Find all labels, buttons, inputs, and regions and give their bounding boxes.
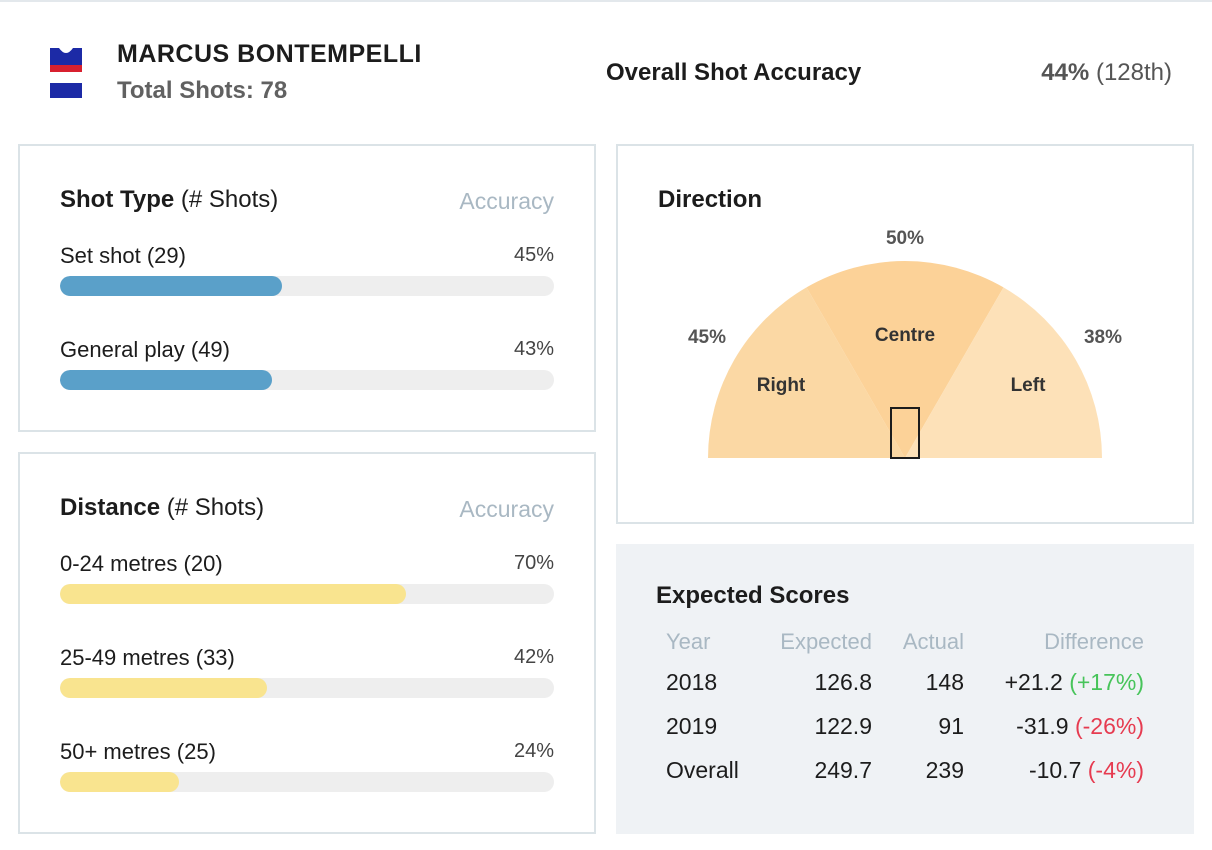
row-label: Set shot xyxy=(60,243,141,268)
cell-difference: -10.7 (-4%) xyxy=(964,748,1144,792)
shot-type-row-set-shot: Set shot (29) xyxy=(60,243,186,269)
row-label: General play xyxy=(60,337,185,362)
distance-accuracy-header: Accuracy xyxy=(459,496,554,522)
cell-year: 2019 xyxy=(666,712,718,739)
direction-segment-centre xyxy=(806,261,1004,458)
direction-segment-right xyxy=(708,287,905,458)
diff-pct-negative: (-26%) xyxy=(1074,712,1144,739)
row-count: (20) xyxy=(183,551,223,576)
goal-square-outline xyxy=(890,407,920,459)
set-shot-bar-track xyxy=(60,276,554,296)
player-name: MARCUS BONTEMPELLI xyxy=(117,40,422,68)
set-shot-bar-fill xyxy=(60,276,283,296)
row-count: (25) xyxy=(176,739,216,764)
row-label: 50+ metres xyxy=(60,739,171,764)
shot-type-title-suffix: (# Shots) xyxy=(180,186,279,213)
distance-title: Distance (# Shots) xyxy=(60,494,264,522)
header-year: Year xyxy=(666,629,711,654)
direction-segment-left xyxy=(905,287,1102,458)
cell-expected: 249.7 xyxy=(814,756,872,783)
diff-value: +21.2 xyxy=(1004,668,1063,695)
club-guernsey-icon xyxy=(50,48,82,98)
total-shots: Total Shots: 78 xyxy=(117,77,288,104)
table-row: 2019 122.9 91 -31.9 (-26%) xyxy=(666,704,1144,748)
general-play-bar-fill xyxy=(60,370,273,390)
distance-50-plus-pct: 24% xyxy=(513,740,554,762)
distance-0-24-bar-track xyxy=(60,584,554,604)
row-count: (49) xyxy=(190,337,230,362)
distance-25-49-pct: 42% xyxy=(513,646,554,668)
diff-value: -31.9 xyxy=(1016,712,1069,739)
direction-centre-pct: 50% xyxy=(886,228,924,249)
distance-0-24-pct: 70% xyxy=(513,552,554,574)
cell-actual: 91 xyxy=(938,712,964,739)
table-row: Overall 249.7 239 -10.7 (-4%) xyxy=(666,748,1144,792)
cell-expected: 122.9 xyxy=(814,712,872,739)
row-count: (33) xyxy=(195,645,235,670)
distance-panel: Distance (# Shots) Accuracy 0-24 metres … xyxy=(18,452,596,834)
direction-left-pct: 38% xyxy=(1084,327,1122,348)
distance-25-49-bar-fill xyxy=(60,678,268,698)
direction-semicircle-chart: 50% 45% 38% Centre Right Left xyxy=(688,228,1122,459)
shot-type-row-general-play: General play (49) xyxy=(60,337,230,363)
table-row: 2018 126.8 148 +21.2 (+17%) xyxy=(666,660,1144,704)
shot-type-accuracy-header: Accuracy xyxy=(459,188,554,214)
diff-value: -10.7 xyxy=(1028,756,1082,783)
distance-row-25-49: 25-49 metres (33) xyxy=(60,645,235,671)
shot-type-title: Shot Type (# Shots) xyxy=(60,186,278,214)
direction-right-label: Right xyxy=(757,375,806,396)
cell-actual: 239 xyxy=(925,756,964,783)
distance-title-main: Distance xyxy=(60,494,161,521)
expected-scores-title: Expected Scores xyxy=(656,582,850,609)
cell-difference: +21.2 (+17%) xyxy=(964,660,1144,704)
row-label: 25-49 metres xyxy=(60,645,190,670)
cell-difference: -31.9 (-26%) xyxy=(964,704,1144,748)
distance-50-plus-bar-fill xyxy=(60,772,179,792)
row-count: (29) xyxy=(146,243,186,268)
header-difference: Difference xyxy=(1044,629,1144,654)
cell-year: Overall xyxy=(666,756,739,783)
cell-year: 2018 xyxy=(666,668,718,695)
distance-title-suffix: (# Shots) xyxy=(166,494,265,521)
diff-pct-positive: (+17%) xyxy=(1069,668,1144,695)
distance-0-24-bar-fill xyxy=(60,584,406,604)
general-play-pct: 43% xyxy=(513,338,554,360)
header-expected: Expected xyxy=(780,629,872,654)
expected-scores-table: Year Expected Actual Difference 2018 126… xyxy=(666,624,1144,792)
shot-type-title-main: Shot Type xyxy=(60,186,175,213)
distance-25-49-bar-track xyxy=(60,678,554,698)
overall-accuracy-label: Overall Shot Accuracy xyxy=(606,59,862,86)
direction-panel: Direction 50% 45% 38% Centre Right Left xyxy=(616,144,1194,524)
expected-scores-panel: Expected Scores Year Expected Actual Dif… xyxy=(616,544,1194,834)
shot-type-panel: Shot Type (# Shots) Accuracy Set shot (2… xyxy=(18,144,596,432)
general-play-bar-track xyxy=(60,370,554,390)
overall-accuracy-pct: 44% xyxy=(1041,59,1090,86)
distance-row-0-24: 0-24 metres (20) xyxy=(60,551,223,577)
distance-50-plus-bar-track xyxy=(60,772,554,792)
direction-centre-label: Centre xyxy=(875,325,935,346)
direction-right-pct: 45% xyxy=(688,327,726,348)
header-actual: Actual xyxy=(902,629,964,654)
table-header-row: Year Expected Actual Difference xyxy=(666,624,1144,660)
overall-accuracy-rank: (128th) xyxy=(1095,59,1172,86)
top-divider xyxy=(0,0,1212,2)
direction-left-label: Left xyxy=(1011,375,1047,396)
cell-expected: 126.8 xyxy=(814,668,872,695)
set-shot-pct: 45% xyxy=(513,244,554,266)
overall-accuracy-value: 44% (128th) xyxy=(1041,59,1172,87)
distance-row-50-plus: 50+ metres (25) xyxy=(60,739,216,765)
row-label: 0-24 metres xyxy=(60,551,178,576)
direction-title: Direction xyxy=(658,186,763,213)
cell-actual: 148 xyxy=(925,668,964,695)
diff-pct-negative: (-4%) xyxy=(1087,756,1144,783)
